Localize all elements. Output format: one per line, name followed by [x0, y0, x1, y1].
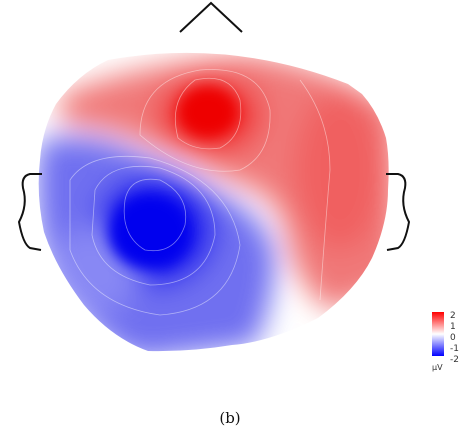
colorbar-tick: -2 — [450, 355, 459, 365]
colorbar-tick: 2 — [450, 311, 456, 321]
colorbar-tick: 0 — [450, 333, 456, 343]
colorbar: 2 1 0 -1 -2 µV — [432, 311, 459, 372]
nose-icon — [179, 1, 243, 33]
colorbar-tick: 1 — [450, 322, 456, 332]
head-outline — [17, 1, 411, 251]
right-ear-icon — [386, 173, 411, 251]
colorbar-tick: -1 — [450, 344, 459, 354]
colorbar-unit: µV — [432, 363, 443, 372]
left-ear-icon — [17, 173, 42, 251]
colorbar-gradient — [432, 312, 444, 356]
figure-caption: (b) — [219, 409, 241, 427]
